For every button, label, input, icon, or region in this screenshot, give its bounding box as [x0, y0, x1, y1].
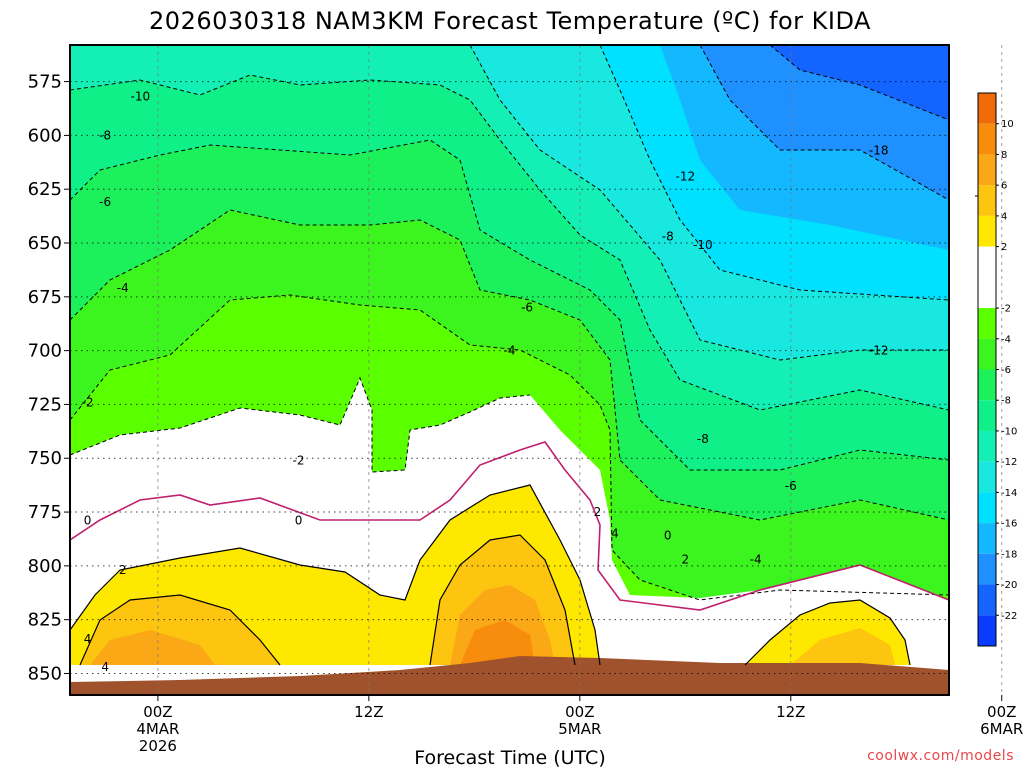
contour-label: -2 — [82, 395, 94, 409]
fill-band-8-10 — [460, 620, 535, 665]
colorbar-tick-label: 6 — [1001, 181, 1007, 192]
colorbar-tick-label: -22 — [1001, 611, 1017, 622]
colorbar-tick-label: -18 — [1001, 549, 1017, 560]
y-tick-label: 675 — [28, 287, 62, 308]
colorbar-tick-label: 4 — [1001, 211, 1007, 222]
colorbar-swatch — [978, 93, 996, 124]
x-tick-label: 12Z — [776, 703, 805, 721]
terrain — [70, 656, 949, 695]
colorbar-tick-label: 2 — [1001, 242, 1007, 253]
x-tick-date: 5MAR — [558, 720, 601, 738]
colorbar-swatch — [978, 369, 996, 401]
y-tick-label: 600 — [28, 125, 62, 146]
colorbar-swatch — [978, 523, 996, 554]
x-tick-label: 12Z — [354, 703, 383, 721]
y-axis: 575 600 625 650 675 700 725 750 775 800 825 850 — [28, 72, 70, 684]
contour-label: -12 — [869, 344, 889, 358]
contour-label: 0 — [295, 514, 303, 528]
colorbar-tick-label: -8 — [1001, 396, 1011, 407]
colorbar-tick-label: 8 — [1001, 150, 1007, 161]
colorbar-tick-label: -14 — [1001, 488, 1017, 499]
colorbar-swatch — [978, 461, 996, 493]
contour-label: 4 — [84, 632, 92, 646]
colorbar-swatch — [978, 215, 996, 247]
y-tick-label: 825 — [28, 610, 62, 631]
colorbar-tick-label: -12 — [1001, 457, 1017, 468]
y-tick-label: 575 — [28, 72, 62, 93]
colorbar-swatch — [978, 123, 996, 155]
colorbar-swatch — [978, 308, 996, 339]
colorbar-swatch — [978, 492, 996, 524]
colorbar-tick-label: -2 — [1001, 304, 1011, 315]
colorbar-tick-label: -16 — [1001, 519, 1017, 530]
colorbar-tick-label: 10 — [1001, 119, 1014, 130]
contour-label: -18 — [869, 143, 889, 157]
contour-label: 2 — [594, 505, 602, 519]
colorbar-swatch — [978, 154, 996, 186]
y-tick-label: 750 — [28, 448, 62, 469]
contour-label: -8 — [662, 230, 674, 244]
contour-label: -2 — [293, 453, 305, 467]
x-tick-date: 4MAR — [136, 720, 179, 738]
x-tick-label: 00Z — [143, 703, 172, 721]
y-tick-label: 800 — [28, 556, 62, 577]
colorbar-tick-label: -10 — [1001, 426, 1017, 437]
x-axis-label: Forecast Time (UTC) — [414, 747, 605, 768]
colorbar-swatch — [978, 246, 996, 309]
contour-label: -4 — [117, 281, 129, 295]
colorbar-swatch — [978, 584, 996, 616]
y-tick-label: 625 — [28, 179, 62, 200]
contour-label: -8 — [697, 432, 709, 446]
colorbar: 10 8 6 4 2 -2 -4 -6 -8 -10 -12 -14 -16 -18 -20 -22 — [977, 92, 1017, 647]
gridlines — [70, 45, 1003, 695]
colorbar-tick-label: -4 — [1001, 334, 1011, 345]
contour-label: -4 — [750, 552, 762, 566]
contour-label: -12 — [675, 169, 695, 183]
colorbar-swatch — [978, 338, 996, 370]
chart-title: 2026030318 NAM3KM Forecast Temperature (… — [149, 7, 871, 35]
contour-label: -8 — [99, 128, 111, 142]
colorbar-swatch — [978, 553, 996, 585]
plot-area — [70, 45, 949, 695]
x-tick-label: 00Z — [565, 703, 594, 721]
contour-lines — [70, 45, 949, 666]
contour-label: 4 — [611, 527, 619, 541]
y-tick-label: 650 — [28, 233, 62, 254]
watermark: coolwx.com/models — [867, 748, 1014, 764]
x-tick-year: 2026 — [139, 737, 177, 755]
contour-label: 0 — [664, 529, 672, 543]
y-tick-label: 725 — [28, 394, 62, 415]
y-tick-label: 775 — [28, 502, 62, 523]
contour-label: -10 — [131, 90, 151, 104]
y-tick-label: 700 — [28, 341, 62, 362]
y-tick-label: 850 — [28, 663, 62, 684]
contour-label: 2 — [119, 563, 127, 577]
contour-label: 0 — [84, 514, 92, 528]
colorbar-swatch — [978, 615, 996, 646]
contour-label: -10 — [693, 238, 713, 252]
contour-label: -4 — [504, 344, 516, 358]
x-tick-label: 00Z — [987, 703, 1016, 721]
colorbar-swatch — [978, 400, 996, 431]
colorbar-tick-label: -6 — [1001, 365, 1011, 376]
contour-label: -6 — [521, 301, 533, 315]
colorbar-tick-label: -20 — [1001, 580, 1017, 591]
contour-label: -6 — [99, 195, 111, 209]
x-tick-date: 6MAR — [980, 720, 1023, 738]
contour-label: 4 — [101, 660, 109, 674]
colorbar-swatch — [978, 185, 996, 216]
plot-frame — [69, 44, 950, 696]
contour-label: -6 — [785, 479, 797, 493]
contour-label: 2 — [681, 552, 689, 566]
colorbar-swatch — [978, 430, 996, 462]
